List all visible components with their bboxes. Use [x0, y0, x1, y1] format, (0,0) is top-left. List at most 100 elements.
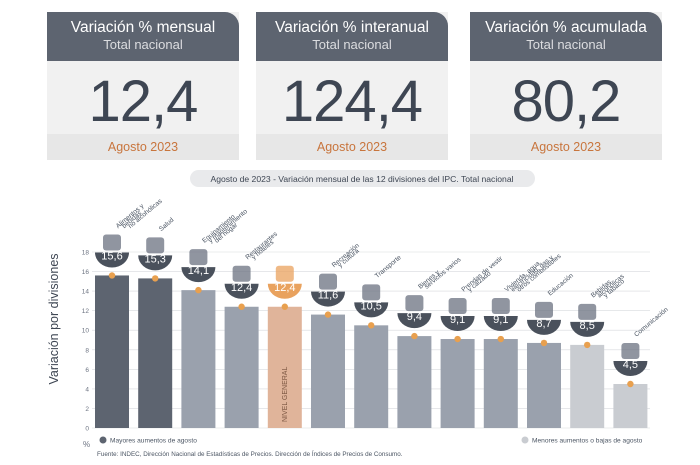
- category-icon: [535, 301, 553, 318]
- value-bubble: [354, 302, 389, 318]
- bar-marker: [324, 311, 332, 318]
- y-tick-label: 4: [85, 386, 89, 393]
- chart-title-pill: [190, 170, 535, 187]
- value-label: 8,7: [536, 318, 551, 330]
- y-tick-label: 12: [82, 308, 90, 315]
- card-value: 12,4: [88, 69, 199, 134]
- bar: [138, 278, 173, 428]
- value-label: 9,1: [493, 314, 508, 326]
- legend: Mayores aumentos de agosto Menores aument…: [99, 436, 643, 445]
- value-label: 8,5: [580, 320, 595, 332]
- bar: [267, 306, 302, 428]
- bar: [224, 306, 259, 428]
- bar: [440, 339, 475, 428]
- category-icon: [362, 284, 381, 301]
- y-axis-label: Variación por divisiones: [47, 253, 61, 384]
- card-yearly: Variación % interanual Total nacional 12…: [256, 12, 448, 160]
- bar: [527, 342, 561, 428]
- card-subtitle: Total nacional: [103, 37, 183, 52]
- category-label: servicios varios: [423, 256, 463, 291]
- bar-marker: [368, 322, 375, 329]
- category-icon: [491, 298, 510, 315]
- y-tick-label: 10: [82, 328, 90, 335]
- legend-swatch: [521, 436, 529, 444]
- value-bubble: [181, 267, 216, 283]
- bar: [181, 290, 216, 428]
- bar: [95, 275, 129, 428]
- category-icon: [578, 303, 597, 320]
- card-period: Agosto 2023: [256, 134, 448, 160]
- bar-marker: [540, 339, 548, 347]
- value-label: 12,4: [274, 282, 295, 294]
- bar: [570, 344, 605, 428]
- card-value: 124,4: [281, 69, 423, 134]
- card-accumulated: Variación % acumulada Total nacional 80,…: [470, 12, 662, 160]
- bar-marker: [497, 335, 504, 343]
- value-bubble: [570, 321, 605, 337]
- value-label: 4,5: [623, 359, 638, 371]
- category-icon: [405, 295, 424, 312]
- legend-label: Mayores aumentos de agosto: [110, 438, 197, 445]
- value-label: 10,5: [360, 300, 381, 312]
- bar-marker: [454, 335, 461, 343]
- value-label: 15,6: [101, 250, 122, 262]
- bar: [613, 384, 648, 428]
- y-tick-label: 0: [85, 426, 89, 433]
- value-bubble: [95, 252, 129, 268]
- value-bubble: [527, 319, 561, 335]
- card-title: Variación % interanual: [275, 19, 429, 36]
- value-bubble: [397, 313, 432, 329]
- division-bar-chart: Agosto de 2023 - Variación mensual de la…: [47, 170, 670, 458]
- card-title: Variación % mensual: [70, 19, 216, 36]
- bar-marker: [108, 272, 116, 279]
- category-label: Educación: [547, 272, 575, 297]
- bar-marker: [411, 332, 418, 340]
- category-icon: [275, 265, 294, 282]
- value-label: 14,1: [188, 265, 209, 277]
- value-label: 9,4: [407, 311, 422, 323]
- value-bubble: [267, 283, 302, 299]
- legend-swatch: [99, 436, 107, 444]
- legend-label: Menores aumentos o bajas de agosto: [532, 438, 643, 445]
- card-title: Variación % acumulada: [485, 19, 647, 36]
- y-tick-label: 8: [85, 347, 89, 354]
- y-tick-label: 14: [82, 289, 90, 296]
- card-monthly: Variación % mensual Total nacional 12,4 …: [47, 12, 239, 160]
- source-note: Fuente: INDEC, Dirección Nacional de Est…: [97, 449, 403, 458]
- card-value: 80,2: [511, 69, 622, 134]
- bar-inner-label: NIVEL GENERAL: [282, 367, 289, 422]
- value-bubble: [613, 361, 648, 376]
- category-icon: [621, 343, 640, 359]
- category-icon: [448, 298, 467, 315]
- bar-marker: [238, 303, 245, 310]
- value-label: 9,1: [450, 314, 465, 326]
- chart-title: Agosto de 2023 - Variación mensual de la…: [210, 174, 513, 184]
- category-icon: [319, 273, 337, 290]
- category-icon: [103, 234, 121, 251]
- category-label: Transporte: [374, 254, 403, 280]
- y-tick-label: 18: [82, 250, 90, 257]
- y-tick-label: 2: [85, 406, 89, 413]
- bar-marker: [627, 380, 634, 388]
- bar: [311, 314, 345, 428]
- value-bubble: [138, 255, 173, 271]
- category-icon: [146, 237, 165, 254]
- bar: [354, 325, 389, 428]
- card-period: Agosto 2023: [470, 134, 662, 160]
- card-header: Variación % mensual Total nacional: [47, 12, 239, 61]
- card-subtitle: Total nacional: [526, 37, 606, 52]
- value-bubble: [224, 283, 259, 299]
- category-icon: [189, 249, 208, 266]
- value-bubble: [311, 291, 345, 307]
- y-unit-label: %: [83, 440, 90, 449]
- card-header: Variación % interanual Total nacional: [256, 12, 448, 61]
- bar: [397, 336, 432, 428]
- y-tick-label: 6: [85, 367, 89, 374]
- category-icon: [232, 265, 251, 282]
- value-label: 11,6: [318, 290, 339, 302]
- card-subtitle: Total nacional: [312, 37, 392, 52]
- y-tick-label: 16: [82, 269, 90, 276]
- bar-marker: [584, 341, 591, 349]
- value-label: 12,4: [231, 282, 252, 294]
